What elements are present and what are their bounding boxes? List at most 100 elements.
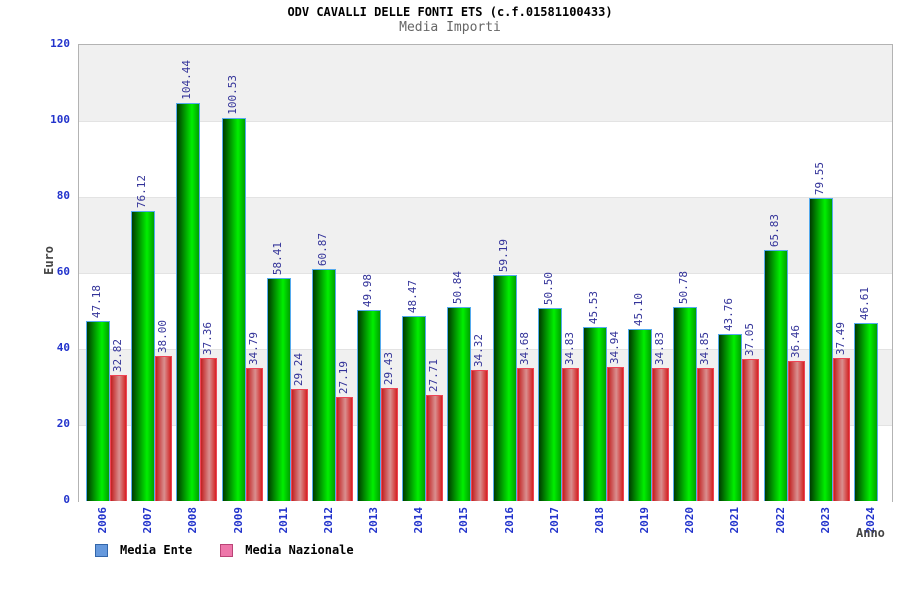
value-label-media-ente-2012: 60.87 [315,232,329,266]
bar-media-nazionale-2009 [245,368,263,501]
y-tick-120: 120 [50,37,70,50]
value-label-media-ente-2013: 49.98 [361,273,374,307]
bar-media-nazionale-2007 [155,356,173,501]
value-label-media-ente-2020: 50.78 [677,270,691,304]
value-label-media-nazionale-2013: 29.43 [382,351,395,385]
x-tick-2023: 2023 [818,507,832,534]
bar-media-ente-2018 [582,327,607,501]
value-label-media-ente-2015: 50.84 [451,270,465,304]
x-tick-2013: 2013 [367,507,380,534]
bar-media-ente-2021 [718,334,743,501]
bar-group-2006: 47.18 32.82 2006 [79,45,127,534]
bar-media-ente-2012 [311,269,336,501]
legend: Media Ente Media Nazionale [95,543,354,557]
y-tick-20: 20 [56,417,70,430]
value-label-media-nazionale-2016: 34.68 [517,331,531,365]
bar-media-ente-2024 [853,323,878,501]
bar-media-nazionale-2017 [561,368,579,501]
bar-media-ente-2006 [86,321,110,501]
bar-media-ente-2016 [492,275,517,501]
bar-media-nazionale-2019 [652,368,669,501]
bar-media-nazionale-2022 [787,361,805,501]
bar-group-2011: 58.41 29.24 2011 [260,45,308,534]
plot-band [79,197,892,274]
bar-group-2020: 50.78 34.85 2020 [666,45,715,534]
value-label-media-ente-2006: 47.18 [90,284,103,318]
bar-media-nazionale-2018 [606,367,624,501]
bar-media-ente-2015 [447,307,472,501]
plot-area: 47.18 32.82 2006 76.12 38.00 2007 104.44 37.36 2… [78,44,893,534]
value-label-media-ente-2022: 65.83 [767,213,781,247]
value-label-media-nazionale-2018: 34.94 [607,330,621,364]
bar-media-nazionale-2020 [697,368,715,501]
plot-band [79,273,892,350]
bar-media-ente-2007 [131,211,156,501]
x-tick-2021: 2021 [728,507,742,534]
chart-title: ODV CAVALLI DELLE FONTI ETS (c.f.0158110… [287,5,613,19]
bar-media-nazionale-2023 [832,358,850,501]
x-tick-2019: 2019 [638,507,651,534]
x-tick-2018: 2018 [592,507,606,534]
chart-subtitle: Media Importi [399,20,501,35]
bar-media-ente-2013 [357,310,381,501]
media-nazionale-swatch-icon [220,543,234,557]
value-label-media-nazionale-2017: 34.83 [562,331,576,365]
value-label-media-ente-2019: 45.10 [632,292,645,326]
x-axis-title: Anno [856,526,885,540]
value-label-media-nazionale-2011: 29.24 [291,352,305,386]
value-label-media-nazionale-2008: 37.36 [201,321,215,355]
value-label-media-nazionale-2009: 34.79 [246,331,260,365]
bar-group-2016: 59.19 34.68 2016 [486,45,534,534]
value-label-media-nazionale-2012: 27.19 [336,360,350,394]
x-tick-2012: 2012 [321,507,335,534]
x-tick-2016: 2016 [502,507,516,534]
bar-group-2024: 46.61 2024 [847,45,893,534]
bar-group-2015: 50.84 34.32 2015 [440,45,489,534]
value-label-media-nazionale-2020: 34.85 [698,331,712,365]
value-label-media-ente-2016: 59.19 [496,238,510,272]
bar-group-2009: 100.53 34.79 2009 [215,45,263,534]
x-tick-2006: 2006 [96,507,109,534]
y-tick-40: 40 [56,341,70,354]
bar-media-ente-2019 [628,329,652,501]
x-tick-2020: 2020 [683,507,697,534]
bar-group-2007: 76.12 38.00 2007 [124,45,173,534]
x-tick-2009: 2009 [231,507,245,534]
value-label-media-nazionale-2006: 32.82 [111,338,124,372]
value-label-media-ente-2024: 46.61 [857,286,871,320]
legend-item-media-nazionale: Media Nazionale [220,543,354,557]
legend-label-media-nazionale: Media Nazionale [245,543,354,557]
value-label-media-nazionale-2015: 34.32 [472,333,486,367]
value-label-media-nazionale-2007: 38.00 [156,319,170,353]
bar-group-2014: 48.47 27.71 2014 [395,45,444,534]
value-label-media-ente-2021: 43.76 [722,297,736,331]
y-tick-100: 100 [50,113,70,126]
x-tick-2017: 2017 [547,507,561,534]
bar-media-ente-2017 [537,308,562,501]
x-tick-2011: 2011 [276,507,290,534]
bar-group-2012: 60.87 27.19 2012 [305,45,353,534]
value-label-media-ente-2008: 104.44 [180,60,194,100]
bar-media-ente-2022 [763,250,788,501]
bar-media-nazionale-2012 [335,397,353,501]
value-label-media-ente-2023: 79.55 [812,161,826,195]
value-label-media-ente-2018: 45.53 [586,290,600,324]
bar-media-ente-2008 [176,103,201,501]
bar-media-ente-2014 [402,316,427,501]
bar-media-nazionale-2016 [516,368,534,501]
bar-media-nazionale-2006 [110,375,127,501]
value-label-media-nazionale-2023: 37.49 [833,321,847,355]
bar-media-ente-2009 [221,118,246,501]
x-tick-2014: 2014 [412,507,426,534]
x-tick-2007: 2007 [141,507,155,534]
value-label-media-ente-2009: 100.53 [225,75,239,115]
value-label-media-ente-2017: 50.50 [541,271,555,305]
value-label-media-ente-2014: 48.47 [406,279,420,313]
bar-group-2023: 79.55 37.49 2023 [802,45,850,534]
value-label-media-nazionale-2019: 34.83 [653,331,666,365]
bar-group-2008: 104.44 37.36 2008 [169,45,218,534]
bar-media-nazionale-2015 [471,370,489,501]
plot-band [79,121,892,198]
value-label-media-ente-2007: 76.12 [135,174,149,208]
